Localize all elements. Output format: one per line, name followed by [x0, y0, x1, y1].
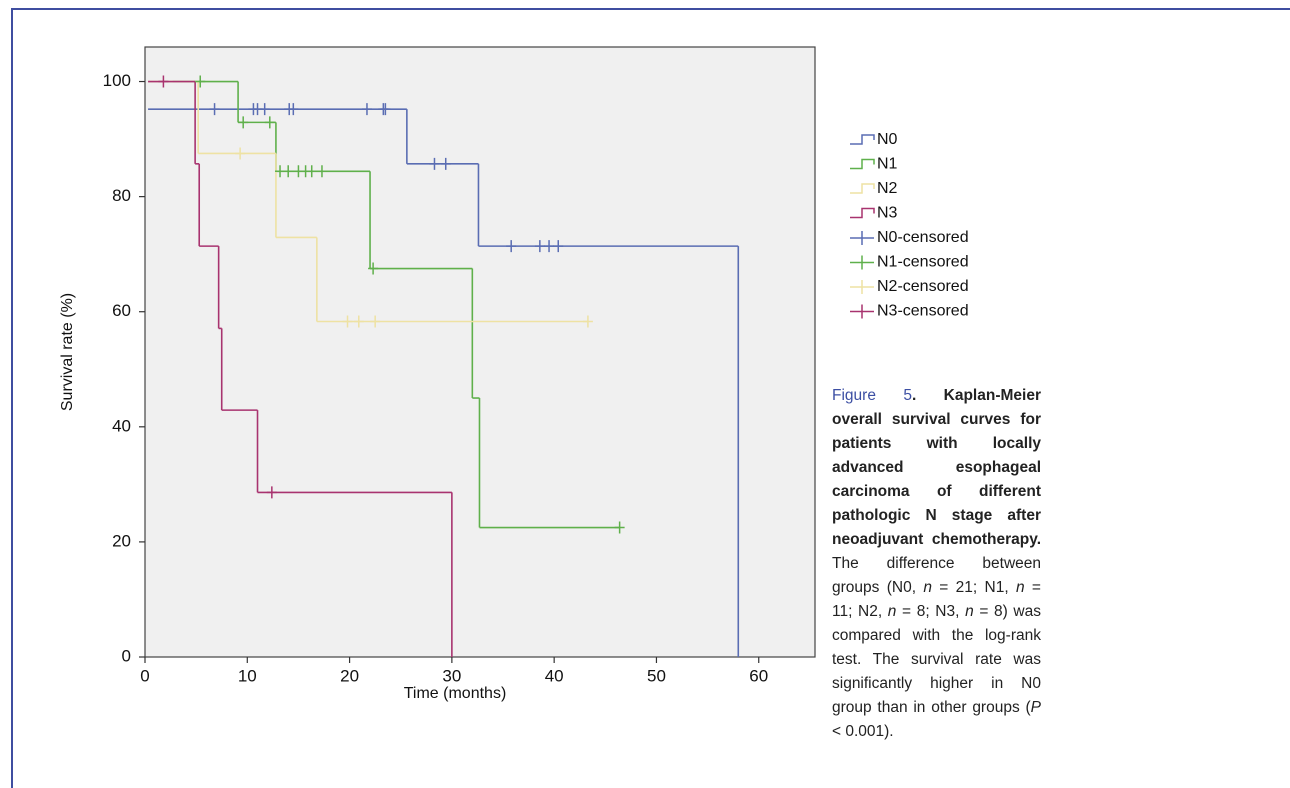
legend-symbol	[850, 134, 875, 145]
caption-italic: P	[1030, 699, 1041, 716]
figure-frame	[11, 8, 1290, 788]
y-axis-label: Survival rate (%)	[59, 293, 76, 411]
legend-symbol	[850, 158, 875, 170]
figure-caption: Figure 5. Kaplan-Meier overall survival …	[832, 384, 1041, 744]
legend-symbol	[850, 207, 875, 219]
x-tick-label: 60	[749, 666, 768, 685]
caption-italic: n	[923, 579, 932, 596]
caption-italic: n	[887, 603, 897, 620]
y-tick-label: 20	[112, 531, 131, 550]
censor-mark	[553, 240, 564, 253]
x-tick-label: 30	[442, 666, 461, 685]
legend-label: N2	[877, 180, 898, 197]
censor-mark	[195, 75, 206, 88]
censor-mark	[259, 103, 270, 116]
legend-label: N0-censored	[877, 229, 969, 246]
censor-mark	[380, 103, 391, 116]
censor-mark	[288, 103, 299, 116]
caption-normal: = 21; N1,	[931, 579, 1016, 596]
caption-normal: = 8) was compared with the log-rank test…	[832, 603, 1041, 716]
legend-symbol	[850, 231, 874, 245]
censor-mark	[209, 103, 220, 116]
legend-symbol	[850, 255, 874, 270]
caption-normal: = 8; N3,	[896, 603, 966, 620]
y-tick-label: 100	[103, 71, 131, 90]
censor-mark	[235, 147, 246, 160]
legend-label: N3-censored	[877, 303, 969, 320]
censor-mark	[238, 116, 249, 129]
y-tick-label: 60	[112, 301, 131, 320]
censor-mark	[266, 486, 277, 499]
censor-mark	[534, 240, 545, 253]
caption-normal: = 11; N2,	[832, 579, 1041, 620]
censor-mark	[283, 165, 294, 178]
legend-symbol	[850, 183, 875, 194]
censor-mark	[306, 165, 317, 178]
caption-italic: n	[1015, 579, 1025, 596]
y-tick-label: 80	[112, 186, 131, 205]
censor-mark	[353, 315, 364, 328]
censor-mark	[614, 521, 625, 534]
x-tick-label: 10	[238, 666, 257, 685]
censor-mark	[440, 157, 451, 170]
legend-label: N0	[877, 131, 898, 148]
legend-label: N2-censored	[877, 278, 969, 295]
caption-normal: The difference between groups (N0,	[832, 555, 1041, 596]
censor-mark	[506, 240, 517, 253]
censor-mark	[429, 157, 440, 170]
censor-mark	[582, 315, 593, 328]
caption-label: Figure 5	[832, 387, 912, 404]
x-axis-label: Time (months)	[404, 685, 507, 702]
caption-bold: . Kaplan-Meier overall survival curves f…	[832, 387, 1041, 548]
legend-symbol	[850, 304, 874, 319]
caption-italic: n	[965, 603, 974, 620]
censor-mark	[370, 315, 381, 328]
legend-label: N1-censored	[877, 254, 969, 271]
censor-mark	[264, 116, 275, 129]
legend-label: N1	[877, 156, 898, 173]
censor-mark	[158, 75, 169, 88]
legend-symbol	[850, 280, 874, 294]
censor-mark	[361, 103, 372, 116]
censor-mark	[368, 262, 379, 275]
x-tick-label: 20	[340, 666, 359, 685]
x-tick-label: 40	[545, 666, 564, 685]
legend-label: N3	[877, 205, 898, 222]
censor-mark	[544, 240, 555, 253]
y-tick-label: 40	[112, 416, 131, 435]
caption-normal: < 0.001).	[832, 723, 894, 740]
plot-area	[144, 46, 816, 658]
y-tick-label: 0	[122, 646, 131, 665]
x-tick-label: 50	[647, 666, 666, 685]
censor-mark	[342, 315, 353, 328]
censor-mark	[316, 165, 327, 178]
x-tick-label: 0	[140, 666, 149, 685]
